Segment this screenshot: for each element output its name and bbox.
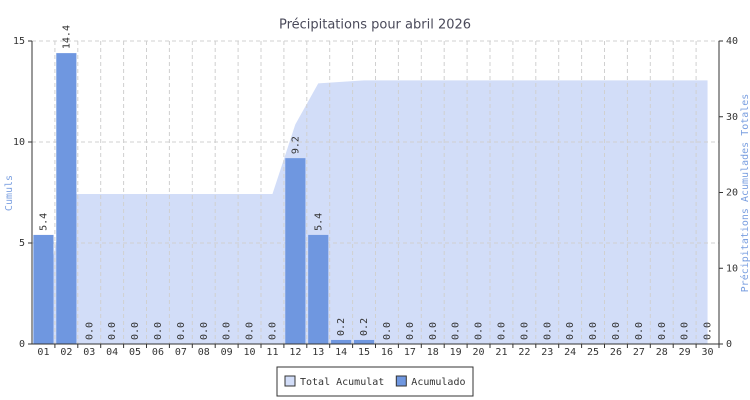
x-tick-label: 20 [473,347,485,358]
x-tick-label: 05 [129,347,141,358]
value-label: 0.2 [336,318,347,336]
value-label: 0.0 [222,322,233,340]
value-label: 0.0 [199,322,210,340]
x-tick-label: 01 [37,347,49,358]
value-label: 0.0 [680,322,691,340]
y-axis-title: Cumuls [4,175,15,211]
x-tick-label: 07 [175,347,187,358]
legend-label: Acumulado [411,377,465,388]
value-label: 0.0 [565,322,576,340]
x-tick-label: 12 [289,347,301,358]
x-tick-label: 06 [152,347,164,358]
legend-swatch [284,375,296,387]
bar [331,339,352,344]
x-tick-label: 02 [60,347,72,358]
y2-tick-label: 30 [726,112,738,123]
x-tick-label: 13 [312,347,324,358]
y-tick-label: 5 [19,238,25,249]
bar [33,234,54,344]
y2-axis-title: Précipitations Acumulades Totales [739,94,750,293]
x-tick-label: 08 [198,347,210,358]
x-tick-label: 25 [587,347,599,358]
value-label: 0.0 [405,322,416,340]
value-label: 5.4 [38,213,49,231]
legend-swatch [395,375,407,387]
y-tick-label: 15 [13,36,25,47]
x-tick-label: 30 [702,347,714,358]
x-tick-label: 11 [266,347,278,358]
value-label: 0.0 [657,322,668,340]
x-tick-label: 10 [244,347,256,358]
bar [56,53,77,345]
value-label: 0.0 [176,322,187,340]
x-tick-label: 26 [610,347,622,358]
value-label: 0.0 [542,322,553,340]
value-label: 0.0 [428,322,439,340]
value-label: 0.0 [703,322,714,340]
value-label: 0.0 [496,322,507,340]
y2-tick-label: 0 [726,339,732,350]
y2-tick-label: 20 [726,188,738,199]
legend [276,366,474,397]
value-label: 0.0 [153,322,164,340]
value-label: 0.0 [634,322,645,340]
value-label: 5.4 [313,213,324,231]
x-tick-label: 15 [358,347,370,358]
y2-tick-label: 10 [726,263,738,274]
value-label: 9.2 [290,136,301,154]
x-tick-label: 28 [656,347,668,358]
x-tick-label: 29 [679,347,691,358]
value-label: 0.0 [107,322,118,340]
bar [308,234,329,344]
value-label: 0.0 [267,322,278,340]
chart-title: Précipitations pour abril 2026 [279,18,471,33]
x-tick-label: 03 [83,347,95,358]
y-tick-label: 0 [19,339,25,350]
value-label: 0.2 [359,318,370,336]
x-tick-label: 24 [564,347,576,358]
value-label: 0.0 [474,322,485,340]
value-label: 0.0 [611,322,622,340]
x-tick-label: 17 [404,347,416,358]
value-label: 0.0 [588,322,599,340]
x-tick-label: 18 [427,347,439,358]
x-tick-label: 04 [106,347,118,358]
value-label: 0.0 [382,322,393,340]
value-label: 14.4 [61,25,72,49]
x-tick-label: 27 [633,347,645,358]
bar [353,339,375,344]
x-tick-label: 21 [495,347,507,358]
y-tick-label: 10 [13,137,25,148]
y2-tick-label: 40 [726,36,738,47]
value-label: 0.0 [130,322,141,340]
x-tick-label: 23 [541,347,553,358]
x-tick-label: 19 [450,347,462,358]
legend-label: Total Acumulat [300,377,384,388]
x-tick-label: 22 [518,347,530,358]
value-label: 0.0 [84,322,95,340]
x-tick-label: 09 [221,347,233,358]
x-tick-label: 14 [335,347,347,358]
x-tick-label: 16 [381,347,393,358]
value-label: 0.0 [519,322,530,340]
value-label: 0.0 [451,322,462,340]
bar [285,158,306,344]
value-label: 0.0 [245,322,256,340]
